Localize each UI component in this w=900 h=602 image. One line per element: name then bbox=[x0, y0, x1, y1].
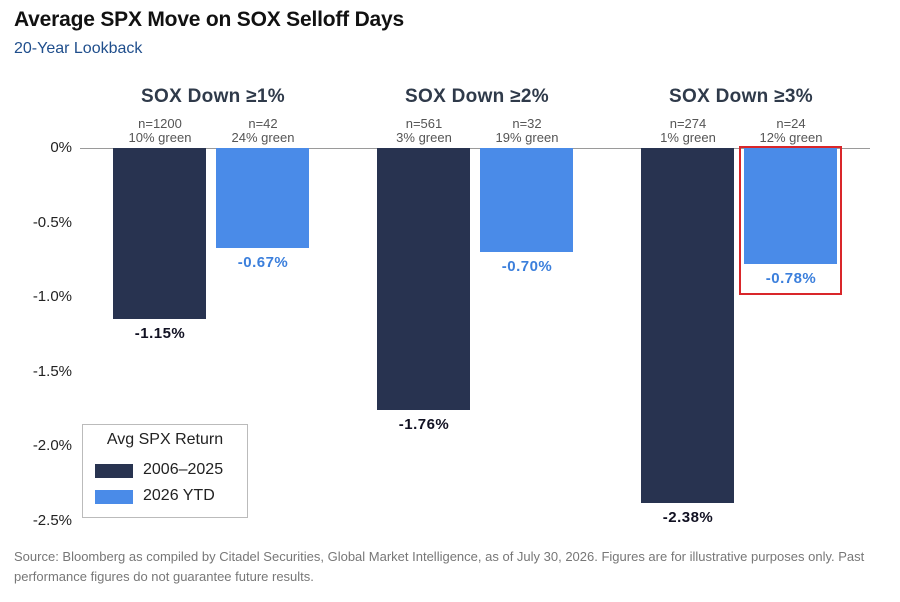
group-title: SOX Down ≥1% bbox=[141, 86, 285, 107]
y-tick-label: 0% bbox=[50, 139, 72, 156]
highlight-box bbox=[739, 146, 842, 296]
group-title: SOX Down ≥3% bbox=[669, 86, 813, 107]
bar-count-label: n=561 bbox=[405, 116, 443, 131]
legend-swatch-dark bbox=[95, 464, 133, 478]
y-tick-label: -1.0% bbox=[32, 288, 72, 305]
source-note: Source: Bloomberg as compiled by Citadel… bbox=[14, 549, 865, 584]
bar-count-label: n=42 bbox=[248, 116, 278, 131]
bar-green-share-label: 12% green bbox=[759, 130, 823, 145]
bar-light bbox=[480, 148, 573, 253]
legend-title: Avg SPX Return bbox=[106, 431, 224, 448]
bar-count-label: n=274 bbox=[669, 116, 707, 131]
bar-count-label: n=24 bbox=[776, 116, 806, 131]
bar-green-share-label: 19% green bbox=[495, 130, 559, 145]
bar-dark bbox=[377, 148, 470, 411]
bar-green-share-label: 3% green bbox=[396, 130, 452, 145]
y-tick-label: -2.0% bbox=[32, 437, 72, 454]
bar-light bbox=[744, 148, 837, 265]
bar-dark bbox=[113, 148, 206, 320]
bar-value-label: -1.15% bbox=[134, 325, 186, 343]
bar-green-share-label: 10% green bbox=[128, 130, 192, 145]
legend: Avg SPX Return 2006–2025 2026 YTD bbox=[82, 424, 248, 518]
y-tick-label: -0.5% bbox=[32, 213, 72, 231]
bar-value-label: -2.38% bbox=[662, 508, 714, 526]
legend-swatch-light bbox=[95, 490, 133, 504]
zero-axis-line bbox=[80, 148, 870, 149]
legend-label: 2026 YTD bbox=[143, 487, 215, 504]
chart-subtitle: 20-Year Lookback bbox=[14, 40, 143, 57]
bar-dark bbox=[641, 148, 734, 503]
legend-label: 2006–2025 bbox=[143, 461, 224, 478]
chart-title: Average SPX Move on SOX Selloff Days bbox=[14, 8, 404, 31]
bar-value-label: -0.78% bbox=[765, 270, 817, 288]
bar-count-label: n=32 bbox=[512, 116, 542, 131]
bar-green-share-label: 1% green bbox=[660, 130, 716, 145]
bar-value-label: -0.70% bbox=[501, 258, 553, 276]
bar-value-label: -1.76% bbox=[398, 416, 450, 434]
group-title: SOX Down ≥2% bbox=[405, 86, 549, 107]
bar-light bbox=[216, 148, 309, 248]
bar-value-label: -0.67% bbox=[237, 253, 289, 271]
bar-count-label: n=1200 bbox=[138, 116, 182, 131]
y-tick-label: -1.5% bbox=[32, 362, 72, 380]
y-tick-label: -2.5% bbox=[32, 511, 72, 529]
bar-green-share-label: 24% green bbox=[231, 130, 295, 145]
